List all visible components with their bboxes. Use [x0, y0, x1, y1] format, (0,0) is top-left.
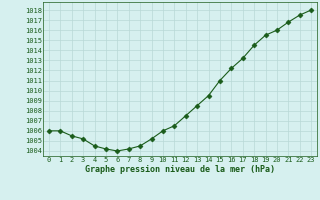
X-axis label: Graphe pression niveau de la mer (hPa): Graphe pression niveau de la mer (hPa) [85, 165, 275, 174]
